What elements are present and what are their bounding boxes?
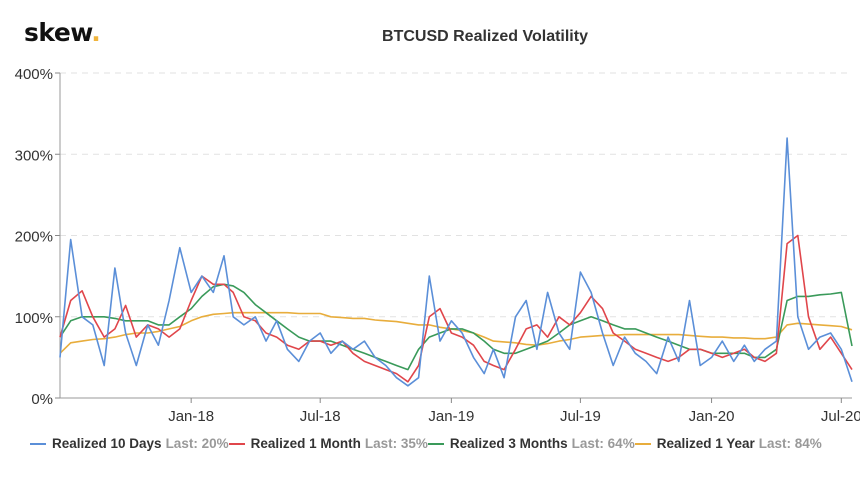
y-tick-label: 0% [31, 391, 53, 408]
y-tick-label: 100% [15, 310, 53, 327]
series-line-realized-1-year [59, 311, 853, 354]
y-tick-label: 200% [15, 229, 53, 246]
legend-swatch [427, 442, 444, 445]
series-line-realized-1-month [59, 234, 853, 383]
legend-item-1y[interactable]: Realized 1 Year Last: 84% [634, 436, 822, 451]
x-tick-label: Jul-18 [300, 408, 341, 425]
skew-logo: skew. [24, 18, 101, 47]
chart-title: BTCUSD Realized Volatility [382, 28, 588, 45]
x-tick-label: Jan-19 [428, 408, 474, 425]
series-line-realized-10-days [59, 137, 853, 387]
legend: Realized 10 Days Last: 20% Realized 1 Mon… [30, 436, 822, 451]
legend-item-10d[interactable]: Realized 10 Days Last: 20% [30, 436, 229, 451]
legend-swatch [634, 442, 651, 445]
x-tick-label: Jan-20 [689, 408, 735, 425]
x-tick-label: Jul-20 [821, 408, 860, 425]
legend-swatch [228, 442, 245, 445]
legend-item-3m[interactable]: Realized 3 Months Last: 64% [427, 436, 635, 451]
x-tick-label: Jul-19 [560, 408, 601, 425]
y-tick-label: 400% [15, 66, 53, 83]
legend-item-1m[interactable]: Realized 1 Month Last: 35% [228, 436, 428, 451]
series-line-realized-3-months [59, 283, 853, 371]
y-tick-label: 300% [15, 147, 53, 164]
x-tick-label: Jan-18 [168, 408, 214, 425]
legend-swatch [30, 442, 46, 445]
